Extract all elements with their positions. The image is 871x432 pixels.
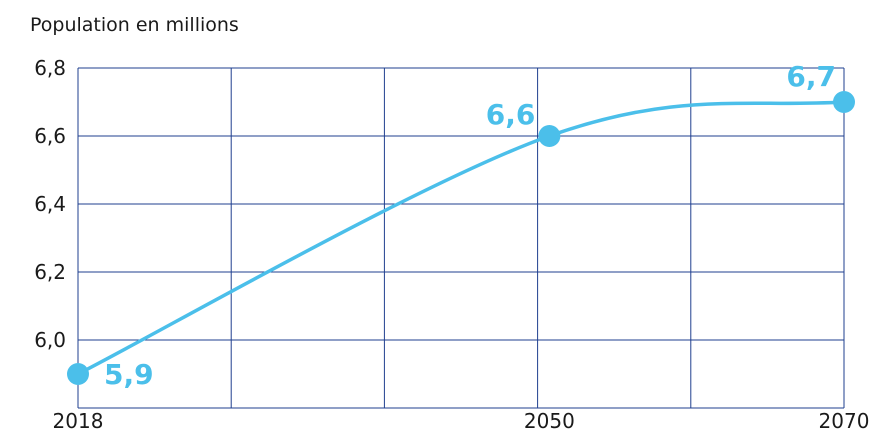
x-tick-labels: 2018 2050 2070 (53, 409, 870, 432)
x-tick-label: 2050 (524, 409, 575, 432)
data-point (833, 91, 855, 113)
data-label: 6,6 (486, 98, 536, 131)
data-points (67, 91, 855, 385)
y-tick-label: 6,2 (34, 260, 66, 284)
data-point (67, 363, 89, 385)
y-tick-label: 6,4 (34, 192, 66, 216)
data-point (538, 125, 561, 147)
y-tick-label: 6,6 (34, 124, 66, 148)
population-line (77, 100, 845, 376)
data-labels: 5,9 6,6 6,7 (104, 60, 836, 391)
data-label: 5,9 (104, 358, 154, 391)
data-label: 6,7 (786, 60, 836, 93)
y-tick-labels: 6,8 6,6 6,4 6,2 6,0 (34, 56, 66, 352)
grid (77, 67, 845, 409)
x-tick-label: 2018 (53, 409, 104, 432)
x-tick-label: 2070 (819, 409, 870, 432)
y-tick-label: 6,0 (34, 328, 66, 352)
y-tick-label: 6,8 (34, 56, 66, 80)
y-axis-title: Population en millions (30, 14, 239, 36)
